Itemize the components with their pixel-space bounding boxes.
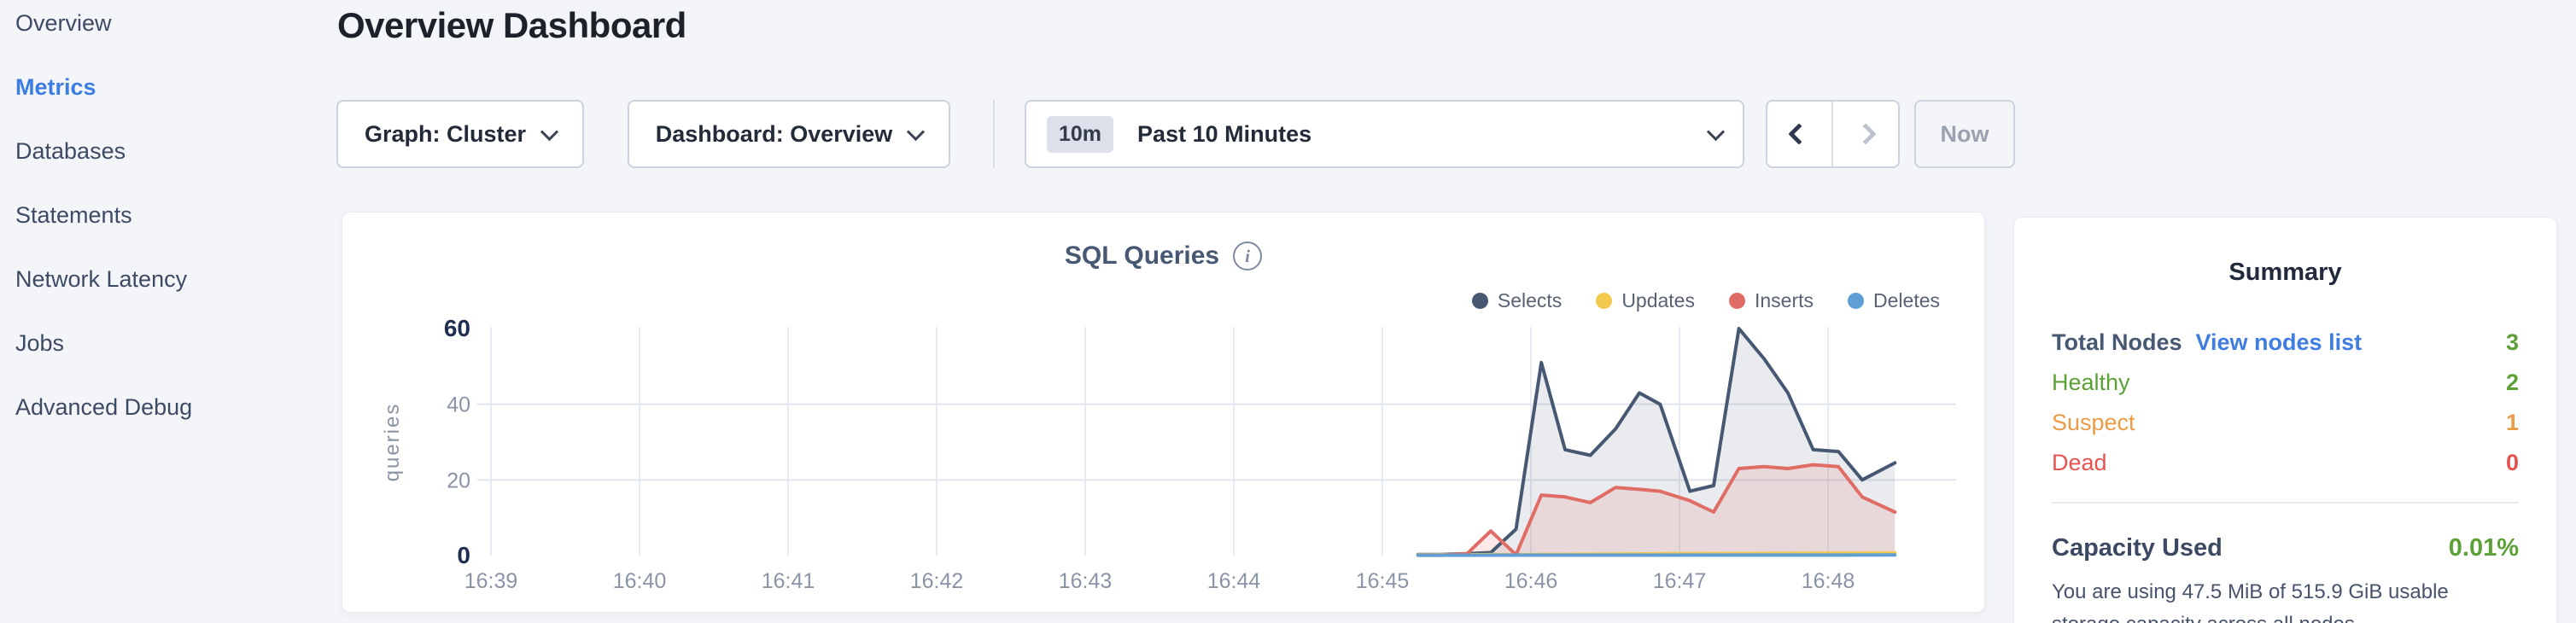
legend-label: Updates xyxy=(1621,289,1695,312)
view-nodes-list-link[interactable]: View nodes list xyxy=(2195,329,2363,355)
sidebar: Overview Metrics Databases Statements Networ… xyxy=(15,0,306,440)
sidebar-item-statements[interactable]: Statements xyxy=(15,202,132,228)
legend-item-updates[interactable]: Updates xyxy=(1596,289,1695,312)
svg-text:16:44: 16:44 xyxy=(1207,569,1261,593)
svg-text:16:46: 16:46 xyxy=(1504,569,1558,593)
capacity-used-description: You are using 47.5 MiB of 515.9 GiB usab… xyxy=(2052,580,2449,623)
legend-dot-icon xyxy=(1848,293,1865,309)
next-time-window-button[interactable] xyxy=(1833,102,1899,166)
sidebar-item-advanced-debug[interactable]: Advanced Debug xyxy=(15,394,193,420)
chevron-down-icon xyxy=(1706,122,1726,141)
sidebar-item-overview[interactable]: Overview xyxy=(15,10,112,36)
summary-row-suspect: Suspect 1 xyxy=(2052,410,2519,436)
summary-divider xyxy=(2052,502,2519,504)
svg-text:16:48: 16:48 xyxy=(1802,569,1855,593)
previous-time-window-button[interactable] xyxy=(1767,102,1833,166)
chevron-down-icon xyxy=(907,122,926,141)
svg-text:16:43: 16:43 xyxy=(1059,569,1113,593)
legend-item-inserts[interactable]: Inserts xyxy=(1728,289,1814,312)
controls-divider xyxy=(993,100,995,168)
sidebar-item-network-latency[interactable]: Network Latency xyxy=(15,266,188,292)
svg-text:60: 60 xyxy=(444,315,470,341)
sidebar-item-databases[interactable]: Databases xyxy=(15,138,126,164)
time-range-dropdown[interactable]: 10m Past 10 Minutes xyxy=(1025,100,1744,168)
svg-text:16:40: 16:40 xyxy=(613,569,667,593)
page-title: Overview Dashboard xyxy=(337,5,686,45)
svg-text:16:47: 16:47 xyxy=(1653,569,1707,593)
svg-text:16:41: 16:41 xyxy=(762,569,815,593)
legend-label: Selects xyxy=(1497,289,1563,312)
dashboard-dropdown-label: Dashboard: Overview xyxy=(655,120,893,147)
summary-row-total-nodes: Total Nodes View nodes list 3 xyxy=(2052,329,2519,356)
legend-dot-icon xyxy=(1596,293,1613,309)
summary-row-label: Healthy xyxy=(2052,370,2130,395)
time-range-label: Past 10 Minutes xyxy=(1137,120,1312,147)
now-button[interactable]: Now xyxy=(1914,100,2015,168)
time-step-button-group xyxy=(1766,100,1900,168)
summary-title: Summary xyxy=(2228,259,2342,286)
chevron-down-icon xyxy=(540,122,559,141)
chevron-left-icon xyxy=(1788,123,1810,145)
chart-legend: Selects Updates Inserts Deletes xyxy=(1471,289,1940,312)
chevron-right-icon xyxy=(1855,123,1877,145)
sidebar-item-metrics[interactable]: Metrics xyxy=(15,74,96,100)
legend-dot-icon xyxy=(1728,293,1745,309)
legend-item-deletes[interactable]: Deletes xyxy=(1848,289,1940,312)
chart-header: SQL Queries i xyxy=(342,242,1984,271)
summary-row-healthy: Healthy 2 xyxy=(2052,370,2519,396)
svg-text:20: 20 xyxy=(447,469,470,492)
legend-dot-icon xyxy=(1471,293,1488,309)
legend-item-selects[interactable]: Selects xyxy=(1471,289,1563,312)
chart-title: SQL Queries xyxy=(1064,242,1220,270)
summary-row-value: 0 xyxy=(2505,450,2519,475)
time-range-badge: 10m xyxy=(1047,115,1114,153)
summary-row-label: Total Nodes xyxy=(2052,329,2182,355)
sql-queries-chart: 16:39 16:40 16:41 16:42 16:43 16:44 16:45 16:46… xyxy=(381,315,1956,593)
svg-text:queries: queries xyxy=(381,403,404,482)
capacity-used-row: Capacity Used 0.01% xyxy=(2052,534,2519,562)
sql-queries-chart-card: SQL Queries i Selects Updates Inserts Delet… xyxy=(342,212,1985,613)
svg-text:16:39: 16:39 xyxy=(464,569,518,593)
svg-text:0: 0 xyxy=(457,542,470,568)
summary-panel: Summary Total Nodes View nodes list 3 Healt… xyxy=(2013,217,2557,623)
summary-row-label: Suspect xyxy=(2052,410,2135,435)
summary-row-dead: Dead 0 xyxy=(2052,450,2519,476)
summary-row-value: 2 xyxy=(2505,370,2519,395)
info-icon[interactable]: i xyxy=(1233,242,1263,271)
summary-row-value: 3 xyxy=(2505,329,2519,355)
capacity-used-label: Capacity Used xyxy=(2052,534,2223,562)
summary-rows: Total Nodes View nodes list 3 Healthy 2 Suspe… xyxy=(2052,329,2519,476)
svg-text:16:45: 16:45 xyxy=(1356,569,1410,593)
legend-label: Deletes xyxy=(1873,289,1940,312)
legend-label: Inserts xyxy=(1754,289,1814,312)
svg-text:40: 40 xyxy=(447,393,470,417)
capacity-used-value: 0.01% xyxy=(2448,534,2519,562)
summary-row-value: 1 xyxy=(2505,410,2519,435)
graph-dropdown[interactable]: Graph: Cluster xyxy=(336,100,584,168)
summary-row-label: Dead xyxy=(2052,450,2107,475)
dashboard-dropdown[interactable]: Dashboard: Overview xyxy=(628,100,950,168)
svg-text:16:42: 16:42 xyxy=(910,569,964,593)
graph-dropdown-label: Graph: Cluster xyxy=(364,120,527,147)
sidebar-item-jobs[interactable]: Jobs xyxy=(15,330,65,356)
